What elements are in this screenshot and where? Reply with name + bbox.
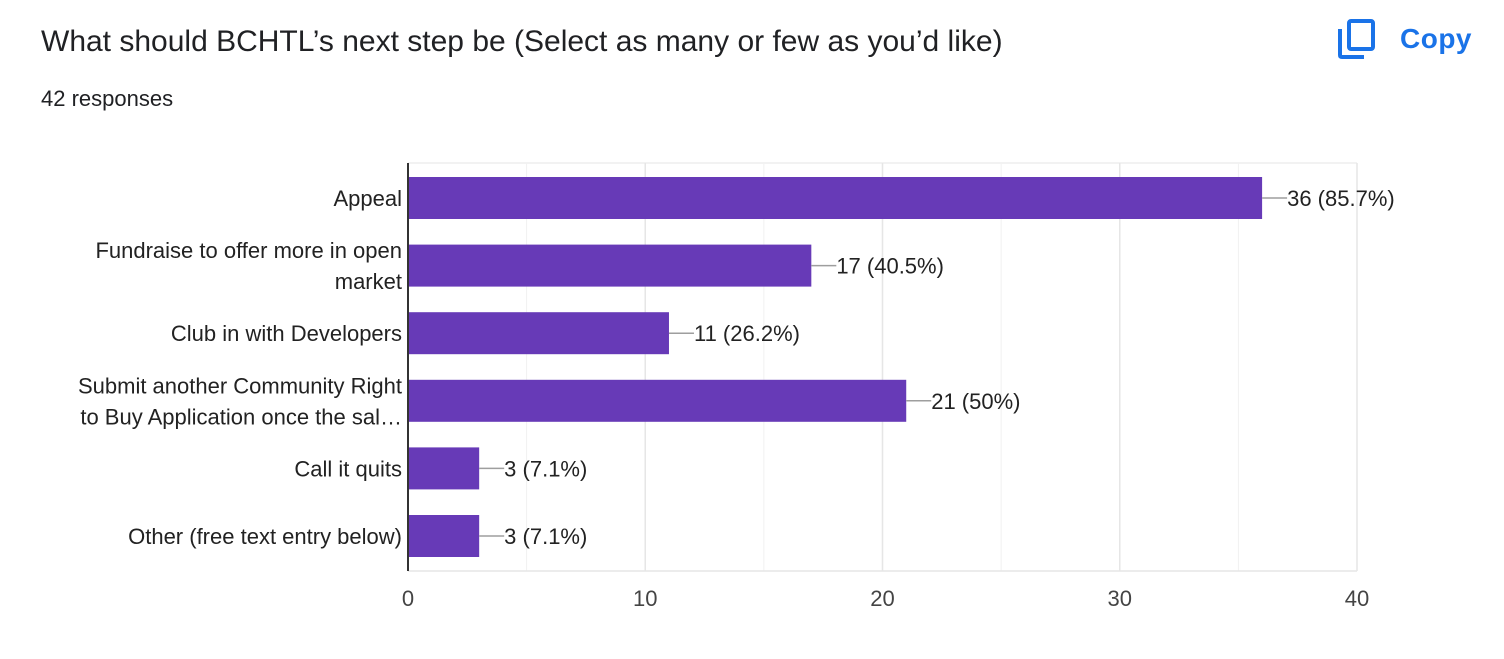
data-label: 17 (40.5%) bbox=[836, 254, 944, 279]
bar bbox=[408, 312, 669, 355]
chart-title: What should BCHTL’s next step be (Select… bbox=[41, 25, 1003, 58]
bar bbox=[408, 244, 812, 287]
bar-layer bbox=[408, 177, 1263, 557]
data-label: 11 (26.2%) bbox=[694, 321, 800, 346]
bar bbox=[408, 379, 907, 422]
label-layer: 0 10 20 30 40 36 (85.7%) Appeal 17 (40.5%) Fundr… bbox=[78, 186, 1395, 611]
category-label: Appeal bbox=[333, 186, 402, 211]
category-label: to Buy Application once the sal… bbox=[80, 404, 402, 429]
x-tick-label: 0 bbox=[402, 586, 414, 611]
category-label: Other (free text entry below) bbox=[128, 524, 402, 549]
data-label: 21 (50%) bbox=[931, 389, 1020, 414]
category-label: market bbox=[335, 269, 402, 294]
x-tick-label: 10 bbox=[633, 586, 657, 611]
x-tick-label: 40 bbox=[1345, 586, 1369, 611]
bar bbox=[408, 177, 1263, 219]
grid-layer bbox=[408, 162, 1358, 572]
data-label: 3 (7.1%) bbox=[504, 456, 587, 481]
x-tick-label: 30 bbox=[1108, 586, 1132, 611]
copy-button[interactable]: Copy bbox=[1336, 14, 1486, 64]
copy-label: Copy bbox=[1400, 23, 1472, 54]
category-label: Submit another Community Right bbox=[78, 373, 402, 398]
category-label: Fundraise to offer more in open bbox=[95, 238, 402, 263]
response-count: 42 responses bbox=[41, 86, 174, 111]
copy-icon bbox=[1336, 18, 1376, 60]
data-label: 3 (7.1%) bbox=[504, 524, 587, 549]
bar bbox=[408, 447, 480, 490]
category-label: Club in with Developers bbox=[171, 321, 402, 346]
x-tick-label: 20 bbox=[870, 586, 894, 611]
data-label: 36 (85.7%) bbox=[1287, 186, 1395, 211]
category-label: Call it quits bbox=[294, 456, 402, 481]
bar bbox=[408, 515, 480, 557]
